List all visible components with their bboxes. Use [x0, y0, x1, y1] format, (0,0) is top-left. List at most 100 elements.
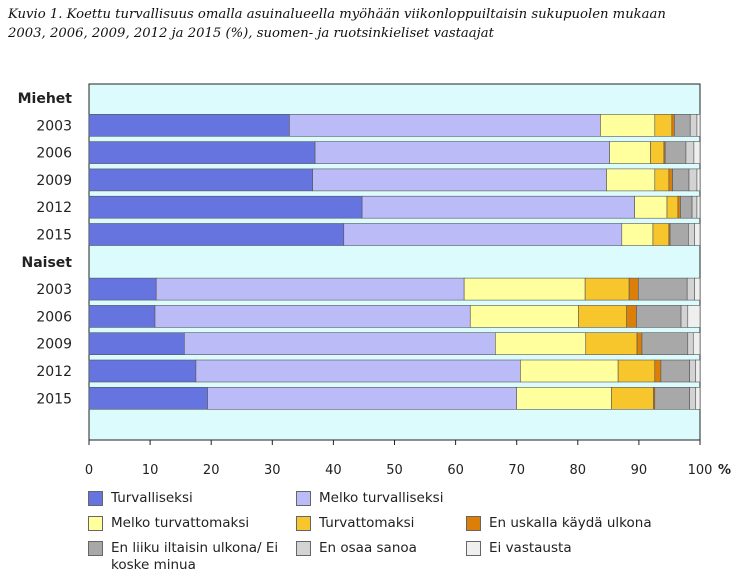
bar-segment [689, 114, 698, 137]
x-tick-label: 0 [85, 463, 93, 478]
bar-segment [636, 305, 682, 328]
legend-swatch-ei-vastausta [466, 541, 481, 556]
x-tick-label: 10 [142, 463, 159, 478]
legend-item-en-uskalla: En uskalla käydä ulkona [466, 515, 652, 532]
bar-segment [516, 386, 612, 410]
bar-segment [650, 141, 665, 164]
bar-segment [669, 223, 689, 246]
legend-item-en-liiku: En liiku iltaisin ulkona/ Ei koske minua [88, 540, 301, 574]
bar-segment [688, 168, 698, 192]
row-label: 2006 [36, 146, 72, 162]
bar-segment [88, 305, 156, 328]
bar-segment [692, 332, 701, 356]
bar-segment [634, 195, 668, 219]
legend-label-en-osaa-sanoa: En osaa sanoa [319, 540, 417, 556]
bar-segment [88, 386, 208, 410]
bar-segment [463, 277, 586, 301]
bar-segment [677, 195, 681, 219]
chart-caption: Kuvio 1. Koettu turvallisuus omalla asui… [8, 5, 740, 43]
bar-segment [680, 195, 693, 219]
legend-swatch-turvattomaksi [296, 516, 311, 531]
x-tick-label: 90 [631, 463, 648, 478]
legend-label-turvalliseksi: Turvalliseksi [111, 490, 193, 506]
bar-segment [611, 386, 654, 410]
legend-swatch-melko-turvalliseksi [296, 491, 311, 506]
bar-segment [88, 141, 316, 164]
bar-segment [672, 168, 690, 192]
bar-segment [88, 114, 290, 137]
caption-line-2: 2003, 2006, 2009, 2012 ja 2015 (%), suom… [8, 26, 494, 41]
legend-label-ei-vastausta: Ei vastausta [489, 540, 572, 556]
x-tick-label: 70 [508, 463, 525, 478]
legend-swatch-turvalliseksi [88, 491, 103, 506]
bar-segment [685, 141, 695, 164]
bar-segment [520, 359, 619, 383]
legend-label-turvattomaksi: Turvattomaksi [319, 515, 415, 531]
legend-swatch-en-liiku [88, 541, 103, 556]
row-label: 2012 [36, 200, 72, 216]
bar-segment [687, 305, 701, 328]
bar-segment [626, 305, 637, 328]
bar-segment [469, 305, 579, 328]
group-label: Miehet [18, 91, 73, 107]
bar-segment [606, 168, 656, 192]
bar-segment [88, 277, 157, 301]
bar-segment [660, 359, 690, 383]
bar-segment [495, 332, 587, 356]
bar-segment [312, 168, 607, 192]
bar-segment [695, 386, 701, 410]
row-label: 2009 [36, 173, 72, 189]
row-label: 2006 [36, 309, 72, 325]
bar-segment [696, 195, 701, 219]
bar-segment [609, 141, 651, 164]
x-unit-label: % [718, 463, 731, 478]
bar-segment [680, 305, 689, 328]
bar-segment [184, 332, 496, 356]
legend-label-melko-turvalliseksi: Melko turvalliseksi [319, 490, 444, 506]
row-label: 2003 [36, 118, 72, 134]
bar-segment [654, 359, 662, 383]
bar-segment [654, 168, 670, 192]
bar-segment [600, 114, 656, 137]
legend-label-en-liiku-text: En liiku iltaisin ulkona/ Ei koske minua [111, 540, 279, 573]
legend-item-turvalliseksi: Turvalliseksi [88, 490, 193, 507]
caption-line-1: Kuvio 1. Koettu turvallisuus omalla asui… [8, 7, 666, 22]
bar-segment [691, 195, 698, 219]
x-tick-label: 100 [688, 463, 713, 478]
bar-segment [687, 332, 694, 356]
bar-segment [88, 223, 345, 246]
bar-segment [361, 195, 635, 219]
plot-area [88, 83, 701, 441]
bar-segment [289, 114, 601, 137]
bar-segment [654, 386, 690, 410]
legend-item-turvattomaksi: Turvattomaksi [296, 515, 414, 532]
legend-item-melko-turvalliseksi: Melko turvalliseksi [296, 490, 443, 507]
x-tick-label: 30 [264, 463, 281, 478]
bar-segment [617, 359, 656, 383]
bar-segment [641, 332, 689, 356]
bar-segment [695, 359, 701, 383]
legend-item-melko-turvattomaksi: Melko turvattomaksi [88, 515, 249, 532]
bar-segment [578, 305, 627, 328]
bar-segment [88, 195, 363, 219]
legend-label-en-uskalla: En uskalla käydä ulkona [489, 515, 652, 531]
legend-swatch-melko-turvattomaksi [88, 516, 103, 531]
bar-segment [636, 332, 643, 356]
bar-segment [88, 332, 185, 356]
bar-segment [654, 114, 673, 137]
x-tick-label: 60 [447, 463, 464, 478]
row-label: 2009 [36, 337, 72, 353]
row-label: 2015 [36, 391, 72, 407]
row-label: 2003 [36, 282, 72, 298]
x-tick-label: 20 [203, 463, 220, 478]
group-label: Naiset [22, 255, 73, 271]
bar-segment [688, 223, 695, 246]
bar-segment [207, 386, 517, 410]
bar-segment [674, 114, 691, 137]
bar-segment [666, 195, 679, 219]
bar-segment [585, 332, 638, 356]
bar-segment [88, 168, 313, 192]
bar-segment [584, 277, 630, 301]
bar-segment [88, 359, 197, 383]
bar-segment [343, 223, 623, 246]
